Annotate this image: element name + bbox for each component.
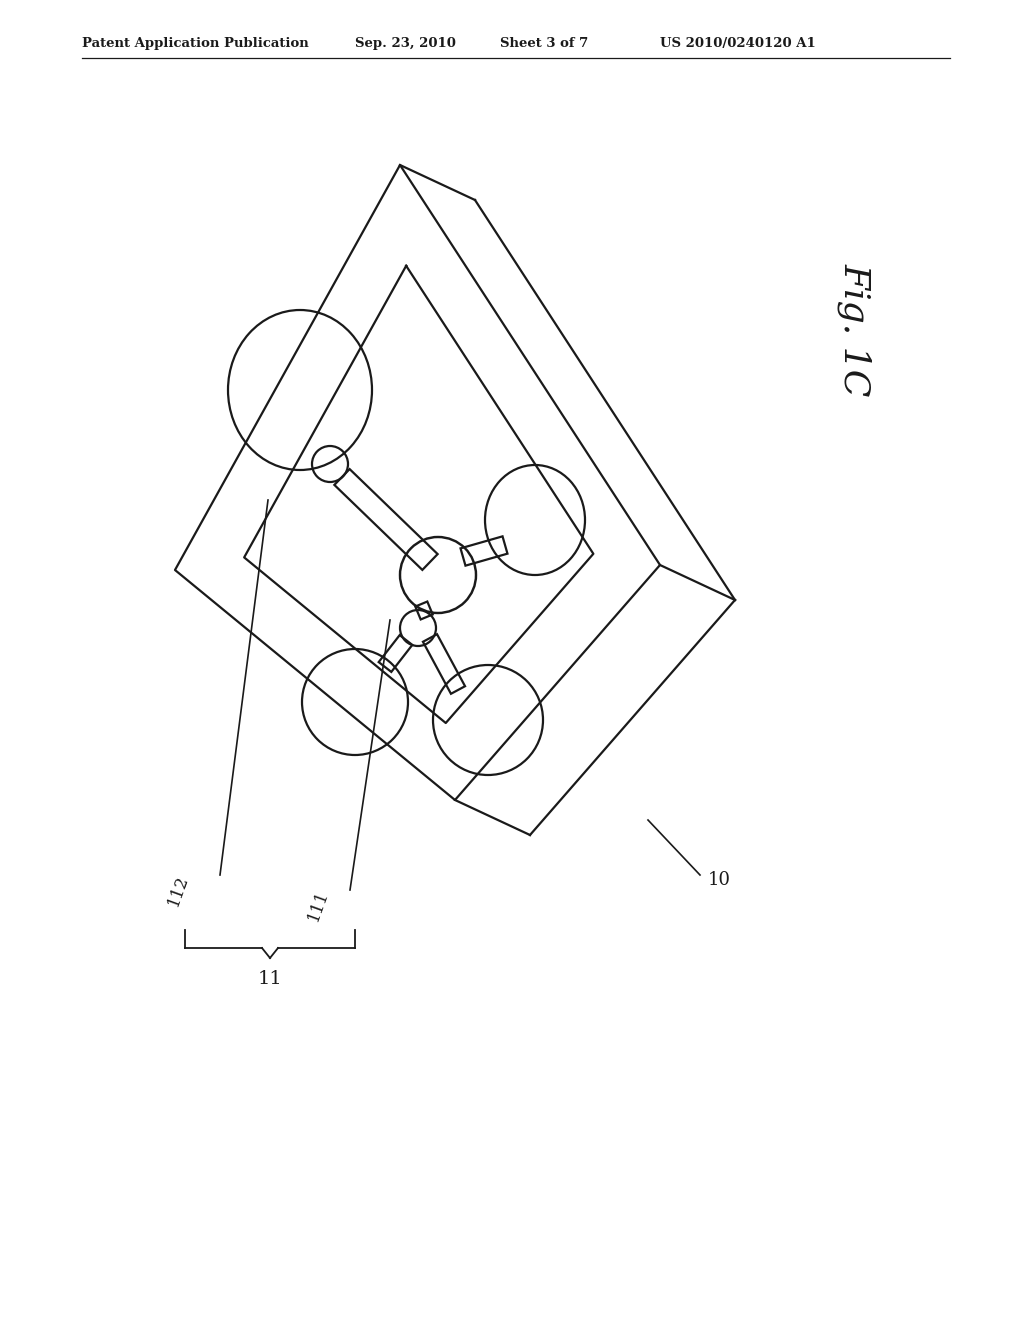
Text: 111: 111	[305, 887, 332, 923]
Text: 112: 112	[165, 873, 191, 908]
Text: 10: 10	[708, 871, 731, 888]
Text: US 2010/0240120 A1: US 2010/0240120 A1	[660, 37, 816, 50]
Text: 11: 11	[258, 970, 283, 987]
Text: Patent Application Publication: Patent Application Publication	[82, 37, 309, 50]
Text: Sep. 23, 2010: Sep. 23, 2010	[355, 37, 456, 50]
Text: Sheet 3 of 7: Sheet 3 of 7	[500, 37, 588, 50]
Text: Fig. 1C: Fig. 1C	[838, 263, 872, 397]
